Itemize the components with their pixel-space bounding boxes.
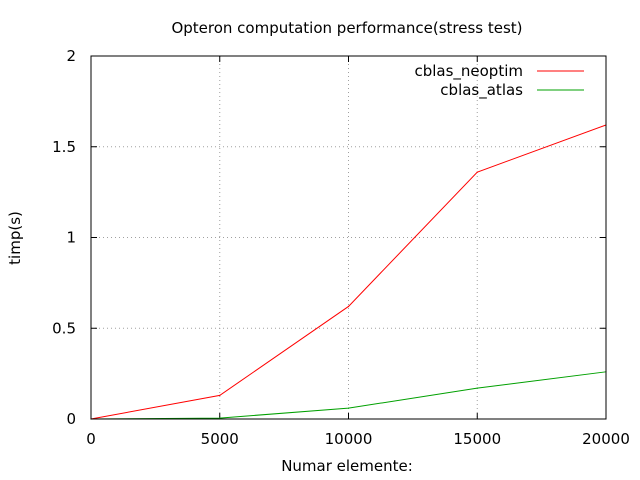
data-point [219, 394, 221, 397]
x-tick-label: 20000 [582, 430, 630, 448]
grid [91, 56, 606, 419]
data-point [347, 407, 350, 409]
data-point [219, 417, 221, 419]
x-tick-label: 5000 [201, 430, 239, 448]
legend-label: cblas_neoptim [414, 62, 523, 81]
series-line-cblas-atlas [90, 371, 607, 420]
y-tick-label: 1.5 [52, 138, 76, 156]
x-tick-label: 0 [86, 430, 96, 448]
x-tick-label: 15000 [453, 430, 501, 448]
data-point [476, 171, 478, 173]
y-tick-label: 1 [66, 229, 76, 247]
x-axis-label: Numar elemente: [281, 457, 413, 475]
series-line-cblas-neoptim [90, 124, 607, 420]
y-tick-label: 0.5 [52, 319, 76, 337]
chart-title: Opteron computation performance(stress t… [171, 19, 522, 37]
y-tick-label: 2 [66, 47, 76, 65]
y-axis-label: timp(s) [6, 211, 24, 265]
axis-ticks: 0 5000 10000 15000 20000 0 0.5 1 1.5 2 [52, 47, 630, 448]
data-point [347, 305, 350, 308]
x-tick-label: 10000 [325, 430, 373, 448]
plot-frame [90, 55, 607, 420]
legend-label: cblas_atlas [440, 81, 523, 100]
data-point [476, 387, 478, 389]
y-tick-label: 0 [66, 410, 76, 428]
